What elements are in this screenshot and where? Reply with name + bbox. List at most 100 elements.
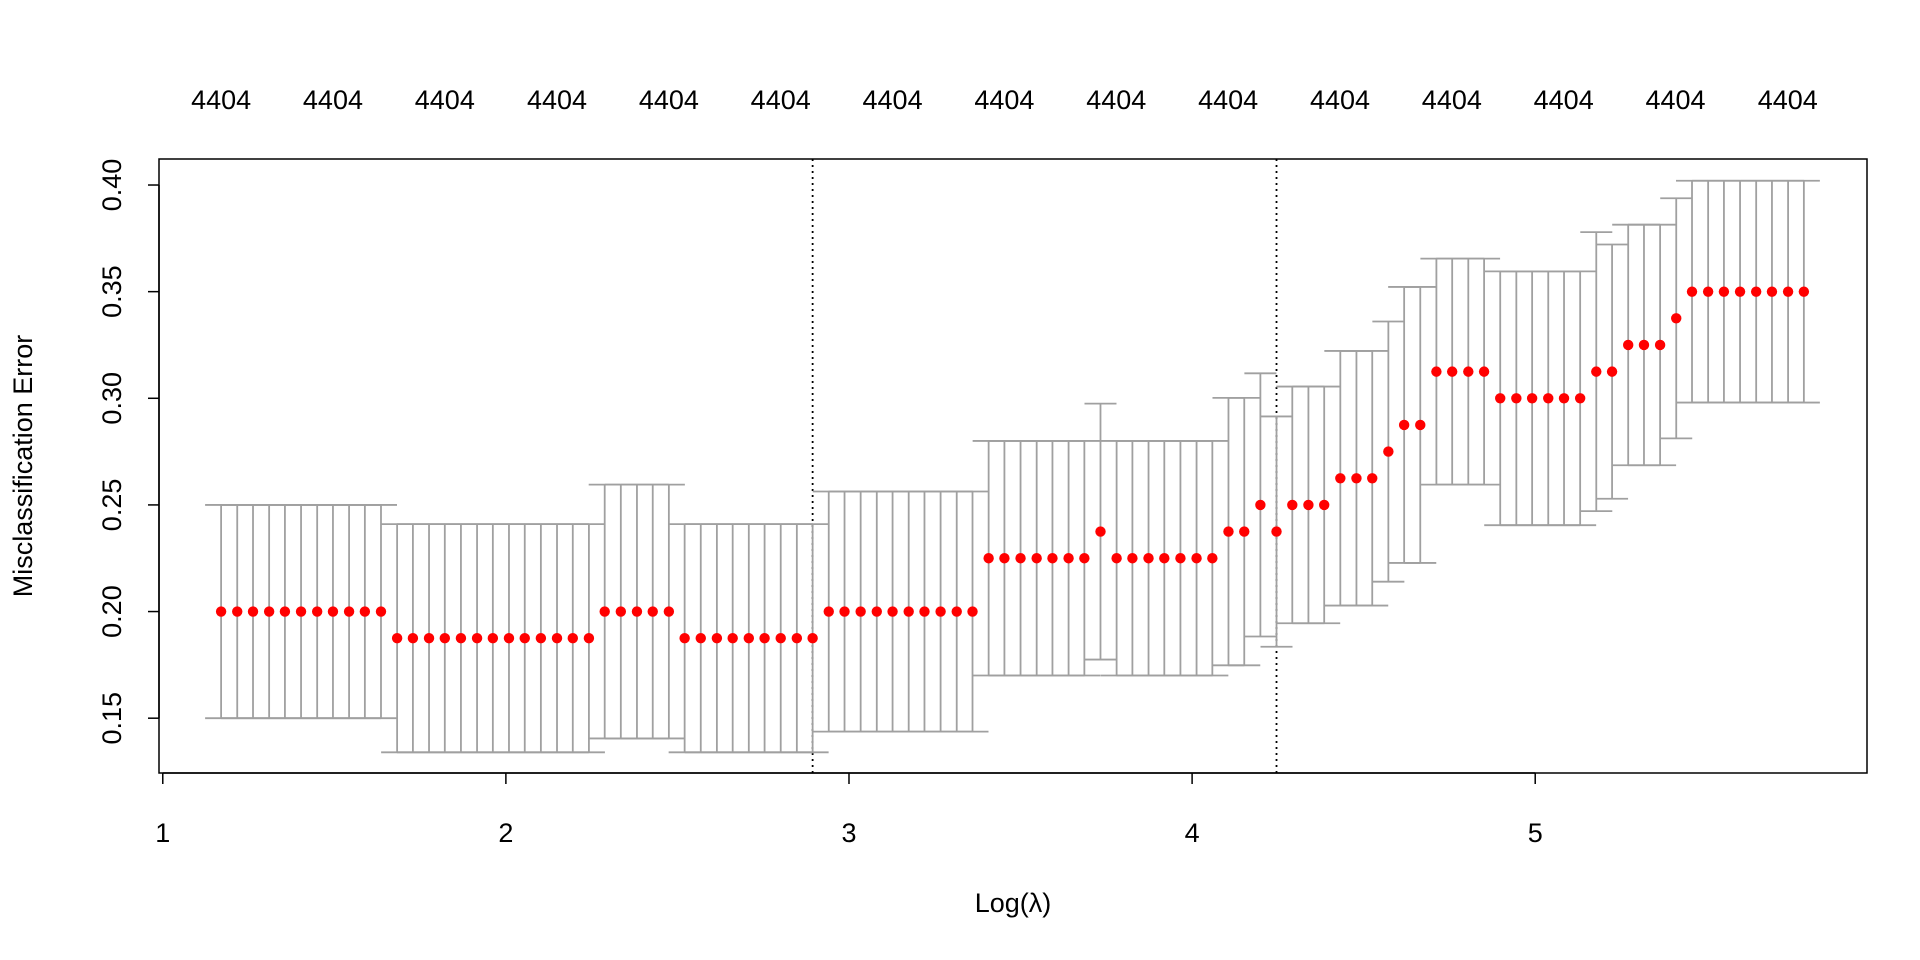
- point: [727, 633, 738, 644]
- point: [423, 633, 435, 644]
- point: [535, 633, 547, 644]
- y-tick-label: 0.15: [97, 692, 127, 745]
- point: [1702, 286, 1714, 297]
- point: [647, 606, 658, 617]
- point: [1766, 286, 1778, 297]
- point: [1383, 446, 1394, 457]
- y-tick-label: 0.35: [97, 265, 127, 318]
- point: [1782, 286, 1794, 297]
- point: [1239, 526, 1250, 537]
- top-tick-label: 4404: [1534, 85, 1594, 115]
- point: [471, 633, 483, 644]
- point: [519, 633, 530, 644]
- point: [615, 606, 627, 617]
- y-tick-label: 0.40: [97, 159, 127, 212]
- point: [1415, 419, 1426, 431]
- point: [839, 606, 850, 617]
- point: [951, 606, 962, 617]
- point: [1079, 553, 1090, 564]
- point: [1351, 473, 1362, 484]
- point: [1159, 553, 1170, 564]
- point: [295, 606, 307, 617]
- point: [1143, 553, 1154, 564]
- point: [1718, 286, 1730, 297]
- point: [1511, 393, 1522, 404]
- point: [1638, 339, 1650, 351]
- point: [1574, 393, 1586, 404]
- y-axis-label: Misclassification Error: [8, 335, 38, 598]
- point: [439, 633, 451, 644]
- point: [1207, 553, 1218, 564]
- top-tick-label: 4404: [1646, 85, 1706, 115]
- point: [1047, 553, 1058, 564]
- point: [1367, 473, 1378, 484]
- top-tick-label: 4404: [527, 85, 587, 115]
- point: [1798, 286, 1810, 297]
- point: [791, 633, 803, 644]
- point: [679, 633, 690, 644]
- point: [343, 606, 355, 617]
- point: [855, 606, 866, 617]
- top-tick-label: 4404: [1310, 85, 1370, 115]
- point: [1446, 366, 1458, 377]
- point: [1431, 366, 1442, 377]
- point: [1063, 553, 1074, 564]
- point: [711, 633, 723, 644]
- point: [503, 633, 515, 644]
- point: [1591, 366, 1602, 377]
- point: [1750, 286, 1762, 297]
- top-tick-label: 4404: [974, 85, 1034, 115]
- point: [1111, 553, 1122, 564]
- point: [407, 633, 419, 644]
- point: [919, 606, 930, 617]
- point: [1271, 526, 1282, 537]
- point: [935, 606, 946, 617]
- point: [1526, 393, 1538, 404]
- point: [807, 633, 818, 644]
- point: [743, 633, 755, 644]
- x-tick-label: 1: [155, 818, 170, 848]
- point: [1175, 553, 1186, 564]
- point: [1303, 499, 1314, 511]
- point: [1319, 499, 1330, 511]
- point: [967, 606, 978, 617]
- point: [215, 606, 227, 617]
- point: [1127, 553, 1138, 564]
- plot-frame: [158, 158, 1868, 774]
- x-tick-label: 5: [1528, 818, 1543, 848]
- point: [1095, 526, 1106, 537]
- point: [1606, 366, 1618, 377]
- x-tick-label: 4: [1185, 818, 1200, 848]
- top-tick-label: 4404: [751, 85, 811, 115]
- point: [567, 633, 578, 644]
- top-tick-label: 4404: [415, 85, 475, 115]
- point: [871, 606, 882, 617]
- point: [247, 606, 259, 617]
- point: [1015, 553, 1026, 564]
- y-tick-label: 0.30: [97, 372, 127, 425]
- point: [311, 606, 323, 617]
- point: [887, 606, 898, 617]
- point: [759, 633, 770, 644]
- point: [1191, 553, 1202, 564]
- top-tick-label: 4404: [863, 85, 923, 115]
- point: [359, 606, 371, 617]
- point: [631, 606, 643, 617]
- point: [1287, 499, 1298, 511]
- point: [1622, 339, 1634, 351]
- x-tick-label: 2: [498, 818, 513, 848]
- top-tick-label: 4404: [1422, 85, 1482, 115]
- top-tick-label: 4404: [639, 85, 699, 115]
- point: [487, 633, 499, 644]
- point: [551, 633, 563, 644]
- point: [775, 633, 786, 644]
- point: [1734, 286, 1746, 297]
- point: [1478, 366, 1490, 377]
- point: [391, 633, 403, 644]
- point: [1654, 339, 1666, 351]
- point: [823, 606, 834, 617]
- point: [232, 606, 243, 617]
- point: [375, 606, 387, 617]
- point: [983, 553, 994, 564]
